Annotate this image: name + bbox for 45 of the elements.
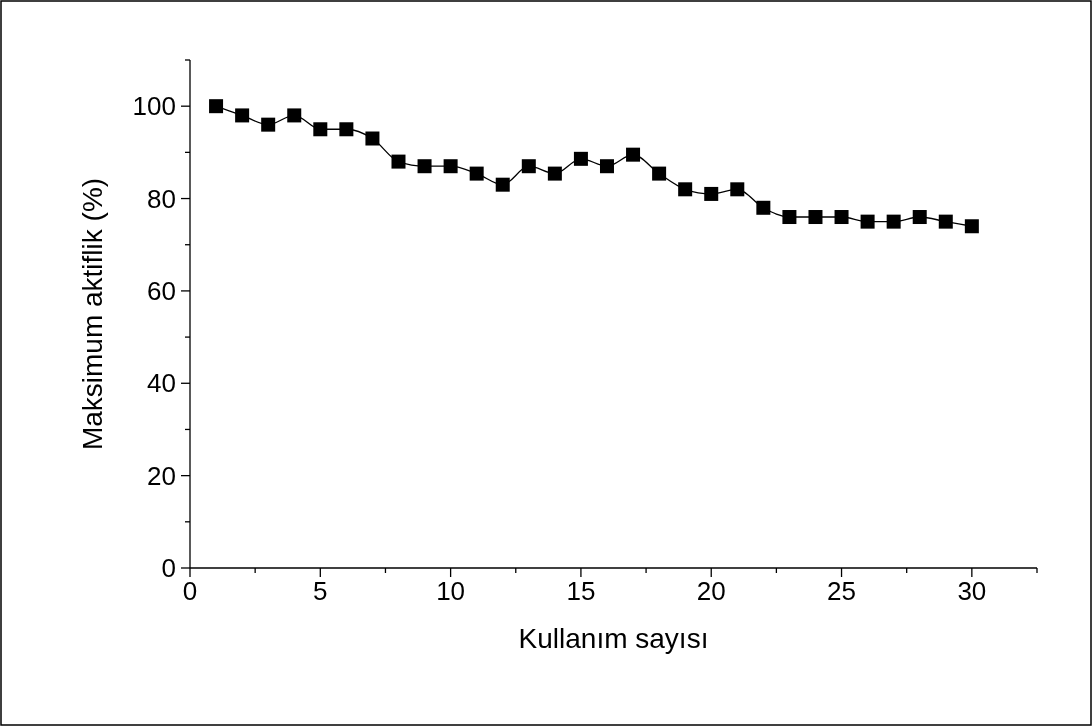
y-tick-label: 100 (132, 91, 176, 122)
x-tick-label: 15 (566, 576, 596, 606)
point (417, 159, 432, 174)
point (391, 154, 406, 169)
point (573, 151, 588, 166)
x-tick-label: 30 (957, 576, 987, 606)
point (834, 210, 849, 225)
x-tick-label: 0 (182, 576, 198, 606)
y-tick-label: 0 (161, 553, 176, 583)
point (938, 214, 953, 229)
point (313, 122, 328, 137)
point (469, 166, 484, 181)
point (912, 210, 927, 225)
point (808, 210, 823, 225)
x-tick-label: 10 (436, 576, 466, 606)
y-tick-label: 40 (147, 368, 176, 399)
y-tick-label: 80 (147, 183, 176, 214)
point (626, 147, 641, 162)
point (209, 99, 224, 114)
point (756, 200, 771, 215)
y-tick-label: 60 (147, 275, 176, 306)
point (964, 219, 979, 234)
x-tick-label: 20 (696, 576, 726, 606)
point (547, 166, 562, 181)
point (599, 159, 614, 174)
point (287, 108, 302, 123)
y-axis-title: Maksimum aktiflik (%) (77, 177, 108, 451)
x-tick-label: 5 (313, 576, 328, 606)
point (860, 214, 875, 229)
point (365, 131, 380, 146)
point (886, 214, 901, 229)
point (443, 159, 458, 174)
point (261, 117, 276, 132)
point (782, 210, 797, 225)
point (678, 182, 693, 197)
point (652, 166, 667, 181)
point (704, 186, 719, 201)
point (235, 108, 250, 123)
point (339, 122, 354, 137)
x-tick-label: 25 (827, 576, 856, 606)
point (730, 182, 745, 197)
y-tick-label: 20 (147, 460, 176, 491)
x-axis-title: Kullanım sayısı (518, 623, 709, 654)
point (521, 159, 536, 174)
point (495, 177, 510, 192)
